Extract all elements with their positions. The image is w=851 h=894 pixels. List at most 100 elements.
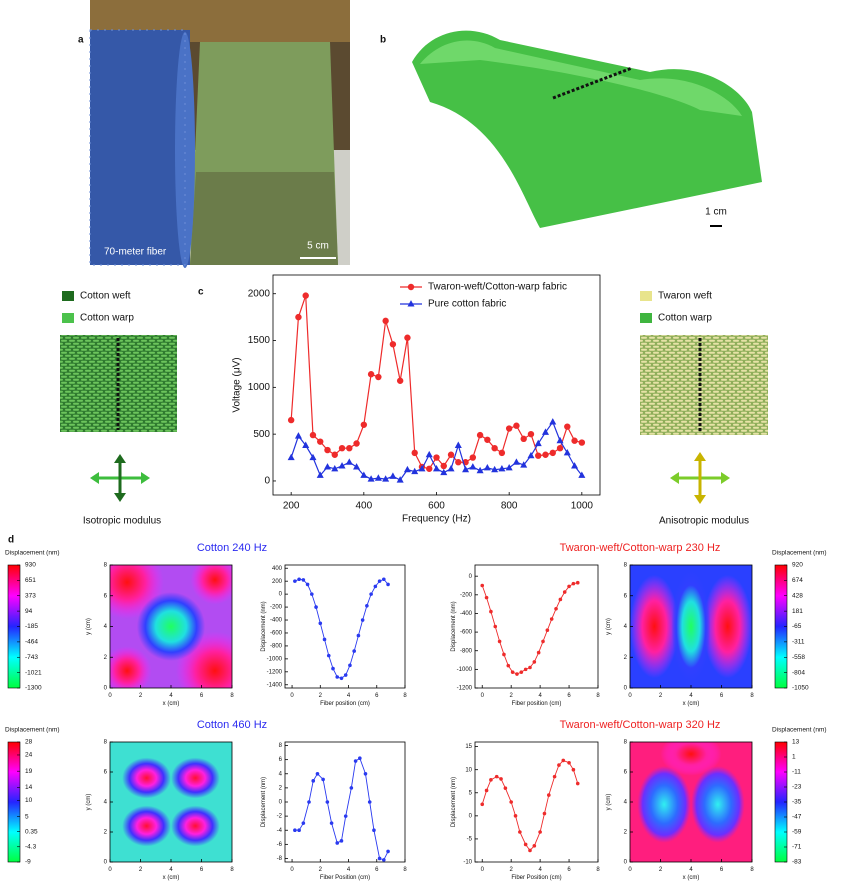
marker	[301, 821, 306, 825]
marker	[310, 592, 314, 596]
marker	[302, 441, 310, 448]
marker	[447, 464, 455, 472]
colorbar-tick-label: 181	[792, 608, 803, 615]
colorbar	[7, 741, 21, 863]
heatmap-blob	[630, 574, 679, 679]
marker	[377, 579, 382, 583]
marker	[318, 621, 323, 626]
x-axis-label: x (cm)	[163, 701, 180, 707]
marker	[484, 788, 489, 793]
x-axis-label: x (cm)	[683, 875, 700, 881]
plot-frame	[474, 741, 599, 863]
marker	[353, 759, 358, 763]
marker	[433, 454, 440, 461]
x-axis-label: Fiber position (cm)	[512, 701, 562, 707]
y-tick-label: 6	[624, 770, 628, 776]
y-tick-label: 1000	[248, 382, 271, 393]
heatmap-blob	[136, 592, 206, 661]
fabric-diagram	[640, 291, 768, 504]
marker	[356, 633, 361, 638]
marker	[440, 462, 447, 470]
marker	[509, 800, 513, 804]
y-tick-label: 0	[279, 592, 283, 598]
y-axis-label: Displacement (nm)	[261, 777, 267, 827]
y-tick-label: -400	[270, 618, 283, 624]
marker	[512, 458, 520, 465]
colorbar-tick-label: -1300	[25, 685, 42, 692]
marker	[386, 849, 390, 854]
marker	[326, 653, 331, 658]
marker	[491, 444, 498, 452]
marker	[567, 584, 571, 589]
y-tick-label: -5	[467, 837, 473, 843]
marker	[505, 425, 513, 432]
marker	[556, 444, 564, 452]
x-tick-label: 6	[720, 867, 724, 873]
heatmap-blob	[671, 571, 711, 682]
y-tick-label: 5	[469, 790, 473, 796]
colorbar-tick-label: -558	[792, 654, 805, 661]
y-tick-label: -200	[460, 592, 473, 598]
marker	[345, 458, 353, 465]
marker	[469, 463, 477, 470]
marker	[396, 377, 404, 384]
colorbar-tick-label: -47	[792, 814, 802, 821]
line-chart: 0 2 4 6 8 400 200 0 -200 -400 -600 -800 -1000 -1200 -1…	[261, 564, 407, 707]
marker	[519, 670, 524, 674]
y-tick-label: 0	[279, 800, 283, 806]
marker	[339, 839, 344, 843]
marker	[561, 758, 566, 763]
x-tick-label: 8	[750, 693, 754, 699]
marker	[331, 464, 339, 472]
heatmap-blob	[703, 574, 752, 679]
series-line	[294, 578, 389, 679]
marker	[324, 446, 331, 454]
marker	[360, 618, 365, 622]
colorbar-tick-label: -185	[25, 623, 38, 630]
colorbar-tick-label: -11	[792, 769, 801, 776]
marker	[382, 858, 386, 862]
marker	[353, 440, 360, 447]
heatmap: 0 2 4 6 8 0 2 4 6 8 x (cm) y (cm) Cotton 240 Hz 930 65…	[5, 542, 267, 707]
x-tick-label: 1000	[571, 501, 594, 512]
marker	[510, 670, 515, 674]
colorbar-tick-label: -4.3	[25, 843, 37, 850]
x-tick-label: 0	[108, 693, 112, 699]
x-tick-label: 4	[169, 693, 173, 699]
x-tick-label: 2	[510, 693, 514, 699]
colorbar-label: Displacement (nm)	[5, 727, 60, 734]
marker	[480, 583, 485, 588]
y-tick-label: 0	[624, 686, 628, 692]
heatmap-blob	[171, 757, 220, 799]
marker	[343, 814, 348, 818]
y-axis-label: y (cm)	[606, 794, 612, 811]
marker	[578, 471, 586, 478]
marker	[541, 428, 550, 435]
colorbar-tick-label: -65	[792, 623, 802, 630]
x-axis-label: Fiber position (cm)	[320, 701, 370, 707]
marker	[491, 465, 499, 473]
panel-label: d	[8, 535, 14, 546]
colorbar-tick-label: -804	[792, 669, 805, 676]
marker	[563, 449, 571, 456]
marker	[567, 760, 571, 765]
heatmap-blob	[637, 766, 691, 843]
marker	[493, 624, 498, 629]
marker	[571, 462, 579, 469]
heatmap-base	[110, 742, 232, 862]
marker	[554, 606, 558, 611]
marker	[505, 464, 513, 471]
marker	[339, 676, 344, 681]
panel-title: Twaron-weft/Cotton-warp 230 Hz	[560, 542, 721, 554]
marker	[372, 828, 376, 833]
x-tick-label: 0	[481, 693, 485, 699]
colorbar-tick-label: -1050	[792, 685, 809, 692]
y-tick-label: 4	[279, 771, 283, 777]
legend-label: Cotton warp	[658, 313, 712, 324]
y-tick-label: -1200	[457, 686, 473, 692]
marker	[294, 432, 302, 439]
marker	[293, 828, 297, 833]
marker	[314, 605, 318, 609]
marker	[498, 464, 506, 472]
